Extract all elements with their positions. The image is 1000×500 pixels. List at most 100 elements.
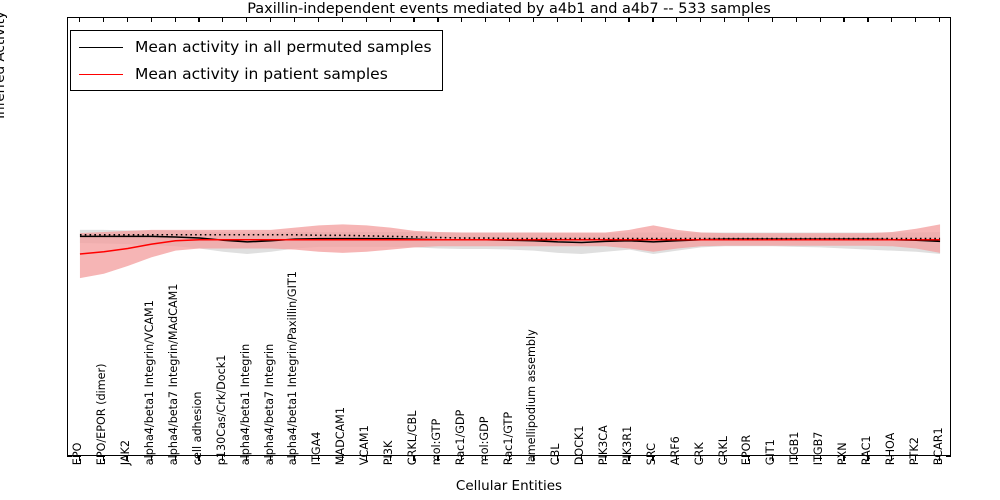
- x-tick-mark: [174, 456, 176, 461]
- x-tick-mark: [389, 17, 391, 22]
- x-tick-mark: [819, 17, 821, 22]
- x-tick-mark: [174, 17, 176, 22]
- x-tick-mark: [556, 456, 558, 461]
- y-tick-mark: [67, 456, 72, 458]
- x-tick-mark: [509, 456, 511, 461]
- x-tick-label: ARF6: [668, 436, 682, 466]
- x-tick-mark: [532, 456, 535, 461]
- x-tick-label: cell adhesion: [190, 391, 204, 466]
- x-tick-mark: [78, 17, 81, 22]
- x-tick-mark: [771, 456, 773, 461]
- x-tick-mark: [365, 456, 367, 461]
- x-tick-mark: [150, 456, 152, 461]
- x-tick-mark: [843, 456, 845, 461]
- legend-line-black-icon: [79, 46, 123, 48]
- x-tick-mark: [389, 456, 391, 461]
- x-tick-label: PI3K: [381, 440, 395, 466]
- x-tick-label: VCAM1: [357, 425, 371, 466]
- x-tick-label: ITGA4: [310, 431, 324, 466]
- x-tick-mark: [819, 456, 821, 461]
- x-tick-label: PTK2: [907, 437, 921, 466]
- x-tick-label: MADCAM1: [334, 407, 348, 466]
- chart-title: Paxillin-independent events mediated by …: [247, 0, 771, 17]
- x-tick-mark: [461, 456, 463, 461]
- x-tick-mark: [222, 456, 224, 461]
- x-tick-mark: [891, 17, 893, 22]
- y-axis-label: Inferred Activity: [0, 11, 8, 119]
- x-tick-label: EPOR: [740, 434, 754, 466]
- patient-mean-line: [79, 238, 941, 255]
- x-tick-mark: [795, 456, 797, 461]
- x-tick-mark: [293, 17, 296, 22]
- x-tick-mark: [437, 17, 439, 22]
- x-tick-mark: [198, 456, 200, 461]
- x-tick-mark: [939, 456, 941, 461]
- legend-label-permuted: Mean activity in all permuted samples: [135, 38, 432, 56]
- x-tick-mark: [628, 456, 630, 461]
- x-tick-mark: [604, 456, 606, 461]
- legend-item-patient: Mean activity in patient samples: [79, 62, 432, 86]
- x-tick-label: PIK3CA: [596, 425, 610, 466]
- x-tick-mark: [747, 456, 750, 461]
- x-tick-mark: [78, 456, 81, 461]
- x-tick-mark: [270, 456, 272, 461]
- x-tick-mark: [915, 17, 917, 22]
- x-tick-mark: [652, 17, 654, 22]
- x-tick-label: RAC1: [859, 435, 873, 466]
- x-tick-mark: [437, 456, 439, 461]
- x-tick-mark: [867, 456, 869, 461]
- x-tick-mark: [771, 17, 773, 22]
- x-tick-label: Rac1/GTP: [501, 411, 515, 466]
- legend: Mean activity in all permuted samples Me…: [70, 30, 443, 91]
- x-tick-label: PIK3R1: [620, 425, 634, 466]
- x-tick-mark: [676, 17, 678, 22]
- x-tick-label: lamellipodium assembly: [525, 329, 539, 466]
- x-tick-mark: [724, 17, 726, 22]
- x-tick-mark: [556, 17, 558, 22]
- x-tick-mark: [198, 17, 200, 22]
- x-tick-label: CBL: [549, 443, 563, 466]
- x-tick-label: mol:GTP: [429, 418, 443, 466]
- patient-confidence-band: [79, 224, 941, 279]
- x-tick-label: SRC: [644, 443, 658, 466]
- x-tick-label: CRK: [692, 442, 706, 466]
- x-tick-mark: [604, 17, 606, 22]
- x-tick-label: EPO: [71, 442, 85, 466]
- x-tick-mark: [580, 456, 582, 461]
- x-tick-mark: [532, 17, 535, 22]
- x-tick-mark: [102, 17, 105, 22]
- x-tick-mark: [700, 17, 702, 22]
- x-tick-mark: [413, 456, 415, 461]
- x-tick-label: DOCK1: [572, 425, 586, 466]
- legend-item-permuted: Mean activity in all permuted samples: [79, 35, 432, 59]
- x-tick-label: BCAR1: [931, 427, 945, 466]
- plot-canvas: [79, 224, 941, 279]
- x-tick-mark: [795, 17, 797, 22]
- x-tick-label: alpha4/beta7 Integrin/MAdCAM1: [166, 283, 180, 466]
- x-tick-label: CRKL: [716, 436, 730, 466]
- x-tick-mark: [222, 17, 224, 22]
- x-tick-mark: [747, 17, 750, 22]
- x-tick-mark: [843, 17, 845, 22]
- x-tick-mark: [341, 17, 343, 22]
- x-tick-mark: [724, 456, 726, 461]
- x-tick-label: ITGB1: [787, 431, 801, 466]
- x-tick-mark: [293, 456, 296, 461]
- x-tick-label: ITGB7: [811, 431, 825, 466]
- x-tick-label: alpha4/beta1 Integrin/VCAM1: [142, 300, 156, 466]
- x-axis-label: Cellular Entities: [455, 478, 563, 494]
- x-tick-mark: [652, 456, 654, 461]
- x-tick-mark: [270, 17, 272, 22]
- x-tick-mark: [317, 17, 320, 22]
- x-tick-mark: [461, 17, 463, 22]
- x-tick-mark: [246, 456, 248, 461]
- x-tick-label: PXN: [835, 442, 849, 466]
- x-tick-mark: [341, 456, 343, 461]
- x-tick-mark: [676, 456, 678, 461]
- x-tick-mark: [509, 17, 511, 22]
- x-tick-mark: [700, 456, 702, 461]
- x-tick-label: GIT1: [764, 439, 778, 466]
- x-tick-mark: [580, 17, 582, 22]
- x-tick-mark: [628, 17, 630, 22]
